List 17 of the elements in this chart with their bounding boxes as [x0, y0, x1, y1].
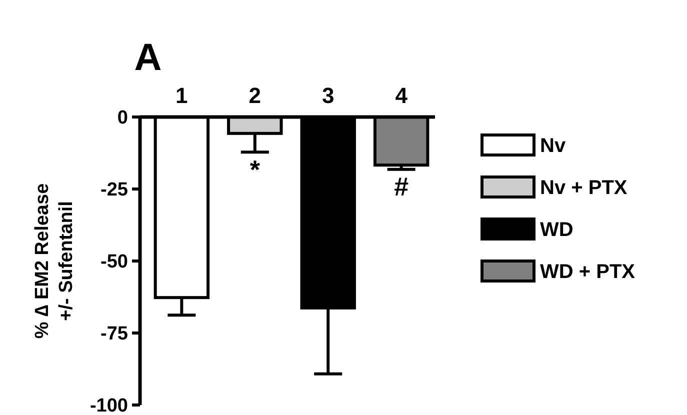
x-tick-label: 4 [395, 83, 408, 108]
y-tick-label: -50 [100, 252, 128, 273]
y-axis-title: % ∆ EM2 Release +/- Sufentanil [32, 183, 77, 339]
legend-label: Nv + PTX [540, 177, 628, 199]
x-tick-label: 1 [176, 83, 188, 108]
y-tick-label: 0 [117, 108, 128, 129]
legend-label: WD [540, 219, 574, 241]
legend-label: Nv [540, 135, 566, 157]
y-tick-label: -75 [100, 324, 128, 345]
annotation: # [394, 172, 410, 202]
legend-label: WD + PTX [540, 261, 636, 283]
annotation: * [250, 154, 261, 184]
chart-title: A [134, 37, 162, 79]
x-tick-label: 3 [322, 83, 334, 108]
x-tick-label: 2 [248, 83, 262, 108]
y-tick-label: -100 [90, 396, 128, 415]
y-tick-label: -25 [100, 180, 128, 201]
